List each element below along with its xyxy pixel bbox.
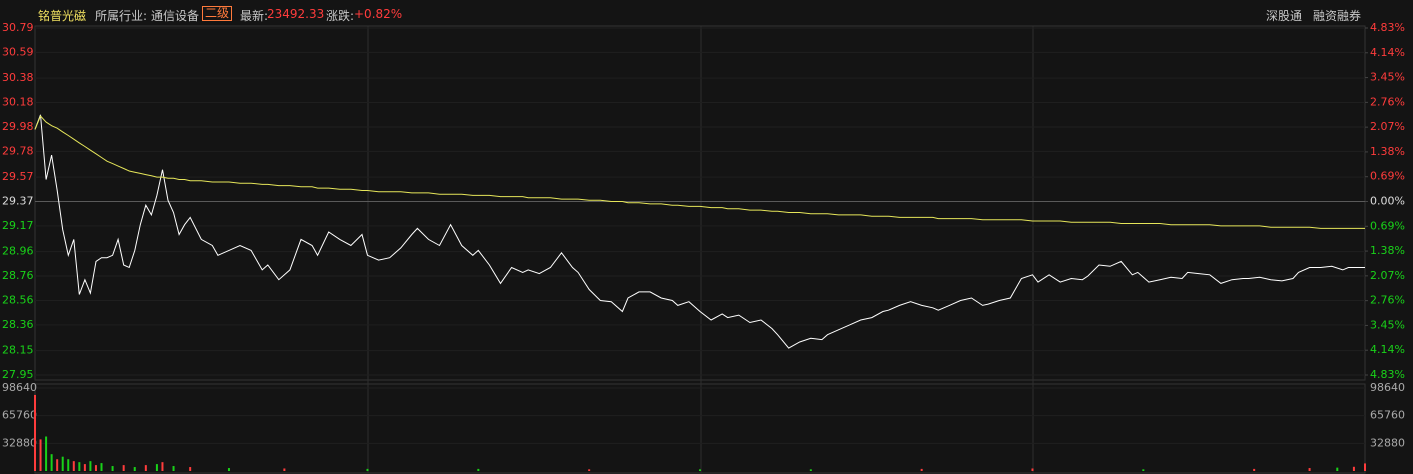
change-value: +0.82% xyxy=(354,7,403,21)
volume-bar xyxy=(1336,467,1339,471)
price-frame xyxy=(34,25,1366,381)
y2-tick-label: 1.38% xyxy=(1370,244,1405,257)
volume-bar xyxy=(83,464,86,471)
y2-tick-label: 4.83% xyxy=(1370,21,1405,34)
latest-label: 最新: xyxy=(240,9,269,23)
y2-tick-label: 2.76% xyxy=(1370,95,1405,108)
volume-bar xyxy=(588,469,591,471)
volume-bar xyxy=(39,439,42,471)
y-tick-label: 98640 xyxy=(2,381,37,394)
y2-tick-label: 4.83% xyxy=(1370,368,1405,381)
y-tick-label: 29.98 xyxy=(2,120,34,133)
volume-bar xyxy=(45,436,48,471)
y-tick-label: 28.15 xyxy=(2,344,34,357)
volume-bar xyxy=(920,468,923,471)
y2-tick-label: 2.07% xyxy=(1370,120,1405,133)
volume-bar xyxy=(366,468,369,471)
y-tick-label: 65760 xyxy=(1370,409,1405,422)
y2-tick-label: 3.45% xyxy=(1370,318,1405,331)
volume-bar xyxy=(477,468,480,471)
change-label: 涨跌: xyxy=(326,9,355,23)
volume-bar xyxy=(1142,469,1145,471)
volume-bar xyxy=(133,467,136,471)
volume-bar xyxy=(1352,466,1355,471)
y-tick-label: 29.37 xyxy=(2,195,34,208)
industry: 通信设备 xyxy=(151,9,200,23)
price-line xyxy=(34,115,1365,229)
volume-bar xyxy=(1253,468,1256,471)
y-tick-label: 32880 xyxy=(1370,436,1405,449)
price-line xyxy=(34,114,1365,349)
y2-tick-label: 3.45% xyxy=(1370,71,1405,84)
y-tick-label: 30.18 xyxy=(2,96,34,109)
y2-tick-label: 2.76% xyxy=(1370,294,1405,307)
y-tick-label: 28.96 xyxy=(2,245,34,258)
y-tick-label: 28.36 xyxy=(2,318,34,331)
volume-bar xyxy=(61,456,64,471)
volume-bar xyxy=(34,394,36,471)
y2-tick-label: 2.07% xyxy=(1370,269,1405,282)
volume-bar xyxy=(78,462,81,471)
y-tick-label: 28.76 xyxy=(2,269,34,282)
header: 铭普光磁 所属行业: 通信设备 二级 最新: 23492.33 涨跌: +0.8… xyxy=(0,0,1413,26)
stock-name: 铭普光磁 xyxy=(38,9,87,23)
tag[interactable]: 深股通 xyxy=(1266,9,1303,23)
y2-tick-label: 4.14% xyxy=(1370,46,1405,59)
volume-bar xyxy=(94,465,97,471)
volume-bar xyxy=(1364,463,1366,471)
latest-value: 23492.33 xyxy=(267,7,325,21)
volume-bar xyxy=(189,467,192,471)
y2-tick-label: 0.00% xyxy=(1370,195,1405,208)
y-tick-label: 28.56 xyxy=(2,293,34,306)
volume-bar xyxy=(89,461,92,471)
industry-label: 所属行业: xyxy=(95,9,148,23)
volume-frame xyxy=(34,383,1366,474)
y-tick-label: 30.38 xyxy=(2,71,34,84)
y-tick-label: 29.78 xyxy=(2,144,34,157)
volume-bar xyxy=(699,469,701,471)
volume-bar xyxy=(227,468,230,471)
y-tick-label: 29.17 xyxy=(2,219,34,232)
y-tick-label: 29.57 xyxy=(2,170,34,183)
y-tick-label: 32880 xyxy=(2,436,37,449)
volume-bar xyxy=(155,464,158,471)
volume-bar xyxy=(144,465,147,471)
y2-tick-label: 4.14% xyxy=(1370,343,1405,356)
volume-bar xyxy=(122,465,125,471)
tag[interactable]: 融资融券 xyxy=(1313,9,1362,23)
volume-bar xyxy=(100,463,103,471)
y2-tick-label: 0.69% xyxy=(1370,170,1405,183)
level-badge: 二级 xyxy=(202,6,233,21)
volume-bar xyxy=(283,468,286,471)
y-tick-label: 98640 xyxy=(1370,381,1405,394)
volume-bar xyxy=(161,462,164,471)
y-tick-label: 30.79 xyxy=(2,21,34,34)
volume-bar xyxy=(50,454,53,471)
y-tick-label: 30.59 xyxy=(2,45,34,58)
volume-bar xyxy=(111,466,114,471)
volume-bar xyxy=(172,466,175,471)
volume-bar xyxy=(1031,468,1034,471)
volume-bar xyxy=(67,459,70,471)
y2-tick-label: 0.69% xyxy=(1370,219,1405,232)
y-tick-label: 27.95 xyxy=(2,368,34,381)
y-tick-label: 65760 xyxy=(2,409,37,422)
y2-tick-label: 1.38% xyxy=(1370,145,1405,158)
volume-bar xyxy=(72,461,75,471)
volume-bar xyxy=(56,459,59,471)
volume-bar xyxy=(1308,468,1311,471)
volume-bar xyxy=(809,469,812,471)
